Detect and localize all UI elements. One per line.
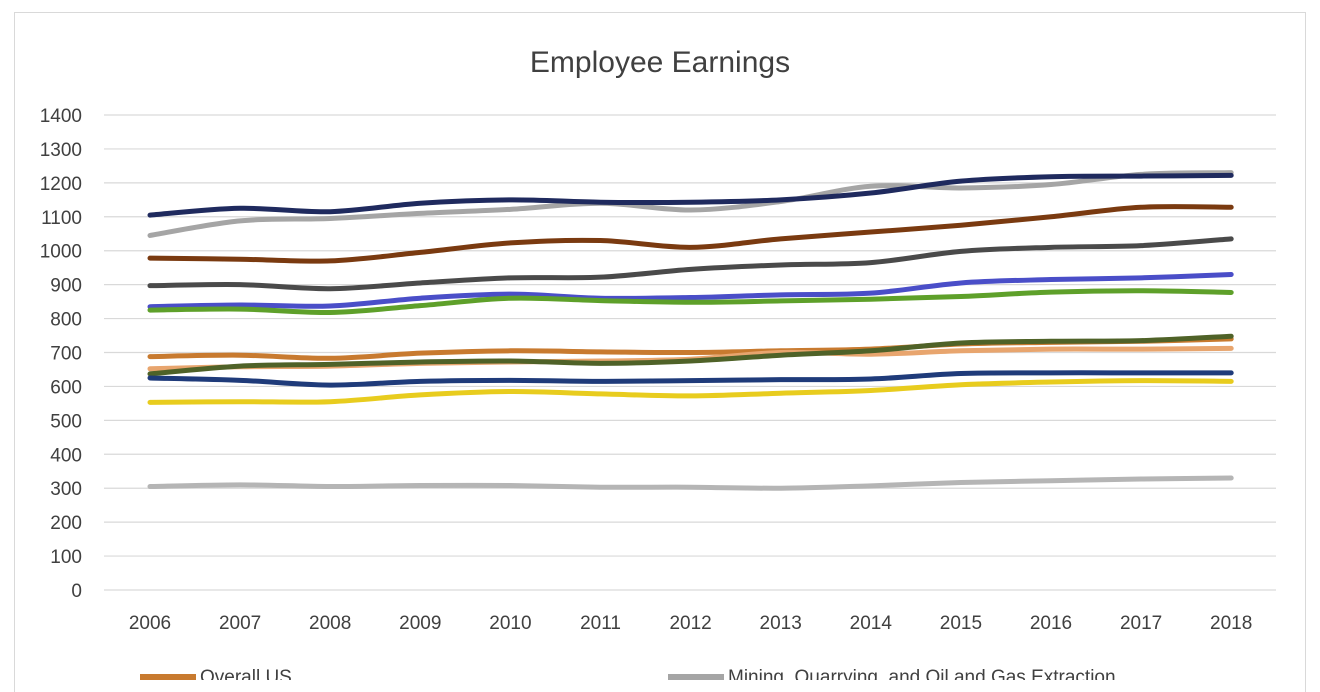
y-tick-label: 0 bbox=[71, 581, 82, 602]
chart-title: Employee Earnings bbox=[530, 46, 790, 79]
y-tick-label: 1300 bbox=[40, 140, 82, 161]
legend-label: Mining, Quarrying, and Oil and Gas Extra… bbox=[728, 667, 1116, 680]
series-lines bbox=[147, 170, 1234, 491]
series-line-8 bbox=[147, 333, 1234, 377]
x-tick-label: 2016 bbox=[1030, 613, 1072, 634]
series-line-9 bbox=[147, 370, 1234, 388]
y-tick-label: 800 bbox=[50, 310, 82, 331]
y-tick-label: 100 bbox=[50, 547, 82, 568]
x-tick-label: 2008 bbox=[309, 613, 351, 634]
x-tick-label: 2007 bbox=[219, 613, 261, 634]
x-tick-label: 2012 bbox=[669, 613, 711, 634]
x-tick-label: 2015 bbox=[940, 613, 982, 634]
x-tick-label: 2018 bbox=[1210, 613, 1252, 634]
series-line-5 bbox=[147, 271, 1234, 310]
y-tick-label: 700 bbox=[50, 344, 82, 365]
y-tick-label: 1100 bbox=[41, 208, 82, 229]
x-tick-label: 2014 bbox=[850, 613, 893, 634]
x-axis-ticks: 2006 2007 2008 2009 2010 2011 2012 2013 2014 2015… bbox=[129, 613, 1252, 634]
series-line-1 bbox=[147, 170, 1234, 238]
series-line-10 bbox=[147, 378, 1234, 405]
series-line-2 bbox=[147, 172, 1234, 218]
y-tick-label: 1400 bbox=[40, 106, 82, 127]
x-tick-label: 2017 bbox=[1120, 613, 1162, 634]
y-axis-ticks: 0 100 200 300 400 500 600 700 800 900 1000 1100 1200… bbox=[40, 106, 82, 602]
y-tick-label: 500 bbox=[50, 411, 82, 432]
series-line-3 bbox=[147, 204, 1234, 264]
x-tick-label: 2010 bbox=[489, 613, 531, 634]
y-tick-label: 1000 bbox=[40, 242, 82, 263]
x-tick-label: 2009 bbox=[399, 613, 441, 634]
x-tick-label: 2013 bbox=[760, 613, 802, 634]
y-tick-label: 300 bbox=[50, 479, 82, 500]
y-tick-label: 600 bbox=[50, 377, 82, 398]
y-tick-label: 900 bbox=[50, 276, 82, 297]
y-tick-label: 400 bbox=[50, 445, 82, 466]
series-line-4 bbox=[147, 236, 1234, 292]
x-tick-label: 2011 bbox=[580, 613, 621, 634]
y-tick-label: 200 bbox=[50, 513, 82, 534]
y-tick-label: 1200 bbox=[40, 174, 82, 195]
series-line-11 bbox=[147, 475, 1234, 491]
legend: Overall US Mining, Quarrying, and Oil and… bbox=[140, 667, 1116, 680]
series-line-6 bbox=[147, 288, 1234, 316]
x-tick-label: 2006 bbox=[129, 613, 171, 634]
legend-label: Overall US bbox=[200, 667, 292, 680]
